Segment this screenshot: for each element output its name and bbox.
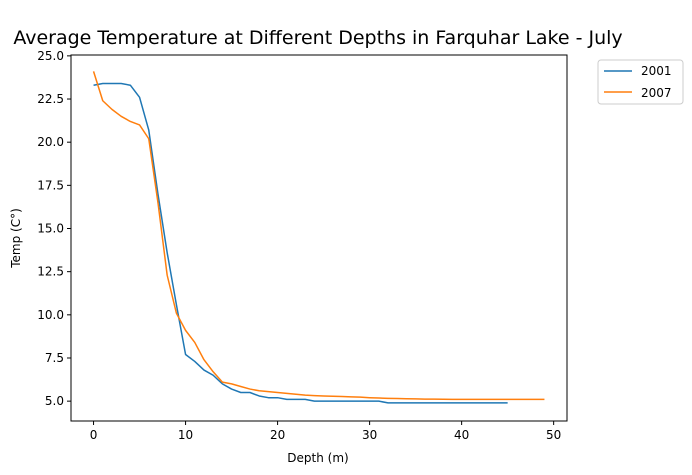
y-tick-label: 5.0: [45, 394, 64, 408]
x-tick-label: 30: [362, 428, 377, 442]
x-axis: 0 10 20 30 40 50: [90, 421, 561, 442]
series-lines: [92, 71, 545, 404]
x-tick-label: 40: [454, 428, 469, 442]
y-tick-label: 7.5: [45, 351, 64, 365]
series-line-2001: [93, 82, 508, 404]
x-tick-label: 50: [546, 428, 561, 442]
y-axis: 5.0 7.5 10.0 12.5 15.0 17.5 20.0 22.5 25.0: [37, 49, 71, 408]
x-tick-label: 20: [270, 428, 285, 442]
legend-label-2007: 2007: [641, 86, 672, 100]
x-tick-label: 0: [90, 428, 98, 442]
legend: 2001 2007: [597, 59, 684, 105]
x-tick-label: 10: [178, 428, 193, 442]
y-tick-label: 17.5: [37, 178, 64, 192]
y-tick-label: 20.0: [37, 135, 64, 149]
x-axis-label: Depth (m): [287, 451, 348, 465]
series-line-2007: [92, 71, 545, 401]
legend-label-2001: 2001: [641, 64, 672, 78]
y-tick-label: 15.0: [37, 222, 64, 236]
y-tick-label: 12.5: [37, 265, 64, 279]
plot-area: [70, 54, 568, 422]
plot-frame: [70, 54, 568, 422]
y-tick-label: 22.5: [37, 92, 64, 106]
y-tick-label: 10.0: [37, 308, 64, 322]
y-axis-label: Temp (C°): [9, 208, 23, 269]
chart-title: Average Temperature at Different Depths …: [13, 27, 622, 49]
y-tick-label: 25.0: [37, 49, 64, 63]
